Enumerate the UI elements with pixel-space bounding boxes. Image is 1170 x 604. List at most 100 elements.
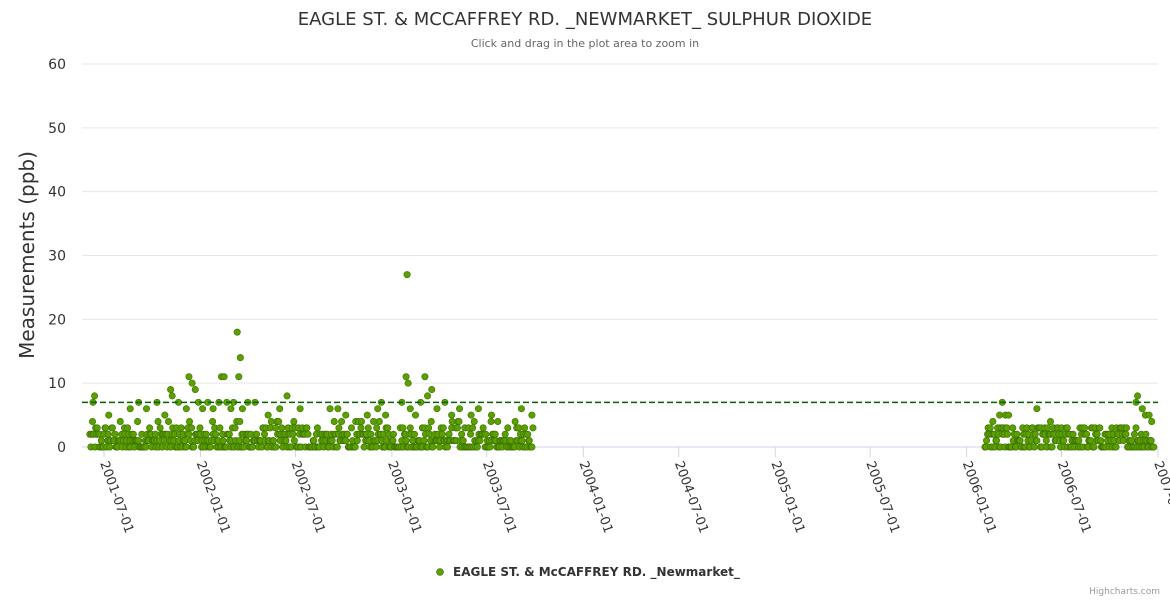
data-point[interactable] <box>421 373 429 381</box>
data-point[interactable] <box>196 424 204 432</box>
data-point[interactable] <box>494 417 502 425</box>
data-point[interactable] <box>185 373 193 381</box>
data-point[interactable] <box>438 430 446 438</box>
data-point[interactable] <box>1097 437 1105 445</box>
data-point[interactable] <box>243 437 251 445</box>
data-point[interactable] <box>135 437 143 445</box>
data-point[interactable] <box>236 354 244 362</box>
data-point[interactable] <box>1005 411 1013 419</box>
data-point[interactable] <box>372 443 380 451</box>
data-point[interactable] <box>168 392 176 400</box>
data-point[interactable] <box>126 405 134 413</box>
data-point[interactable] <box>1063 424 1071 432</box>
data-point[interactable] <box>185 430 193 438</box>
legend[interactable]: EAGLE ST. & McCAFFREY RD. _Newmarket_ <box>436 565 740 580</box>
data-point[interactable] <box>992 437 1000 445</box>
data-point[interactable] <box>156 424 164 432</box>
data-point[interactable] <box>1148 417 1156 425</box>
data-point[interactable] <box>191 386 199 394</box>
data-point[interactable] <box>1081 424 1089 432</box>
data-point[interactable] <box>333 443 341 451</box>
data-point[interactable] <box>1134 392 1142 400</box>
data-point[interactable] <box>428 386 436 394</box>
data-point[interactable] <box>1122 430 1130 438</box>
data-point[interactable] <box>271 424 279 432</box>
data-point[interactable] <box>328 437 336 445</box>
data-point[interactable] <box>367 430 375 438</box>
data-point[interactable] <box>411 411 419 419</box>
data-point[interactable] <box>474 405 482 413</box>
data-point[interactable] <box>296 405 304 413</box>
data-point[interactable] <box>219 437 227 445</box>
data-point[interactable] <box>989 417 997 425</box>
data-point[interactable] <box>238 405 246 413</box>
data-point[interactable] <box>353 437 361 445</box>
data-point[interactable] <box>373 424 381 432</box>
data-point[interactable] <box>402 373 410 381</box>
data-point[interactable] <box>427 417 435 425</box>
data-point[interactable] <box>467 411 475 419</box>
data-point[interactable] <box>511 417 519 425</box>
data-point[interactable] <box>202 430 210 438</box>
data-point[interactable] <box>360 443 368 451</box>
data-point[interactable] <box>1013 430 1021 438</box>
data-point[interactable] <box>304 430 312 438</box>
data-point[interactable] <box>1069 430 1077 438</box>
data-point[interactable] <box>420 437 428 445</box>
data-point[interactable] <box>88 417 96 425</box>
data-point[interactable] <box>116 417 124 425</box>
data-point[interactable] <box>375 417 383 425</box>
data-point[interactable] <box>443 443 451 451</box>
data-point[interactable] <box>338 417 346 425</box>
data-point[interactable] <box>278 424 286 432</box>
data-point[interactable] <box>1119 437 1127 445</box>
data-point[interactable] <box>330 417 338 425</box>
data-point[interactable] <box>275 417 283 425</box>
data-point[interactable] <box>283 392 291 400</box>
data-point[interactable] <box>357 417 365 425</box>
data-point[interactable] <box>1042 437 1050 445</box>
data-point[interactable] <box>1003 424 1011 432</box>
data-point[interactable] <box>1033 437 1041 445</box>
data-point[interactable] <box>108 424 116 432</box>
data-point[interactable] <box>1044 424 1052 432</box>
data-point[interactable] <box>342 437 350 445</box>
data-point[interactable] <box>983 437 991 445</box>
data-point[interactable] <box>473 443 481 451</box>
data-point[interactable] <box>264 411 272 419</box>
data-point[interactable] <box>269 437 277 445</box>
data-point[interactable] <box>334 405 342 413</box>
data-point[interactable] <box>151 430 159 438</box>
data-point[interactable] <box>467 430 475 438</box>
data-point[interactable] <box>91 392 99 400</box>
data-point[interactable] <box>357 424 365 432</box>
data-point[interactable] <box>342 411 350 419</box>
data-point[interactable] <box>528 411 536 419</box>
data-point[interactable] <box>1096 424 1104 432</box>
data-point[interactable] <box>227 405 235 413</box>
data-point[interactable] <box>1047 417 1055 425</box>
data-point[interactable] <box>479 424 487 432</box>
data-point[interactable] <box>206 443 214 451</box>
data-point[interactable] <box>1112 443 1120 451</box>
data-point[interactable] <box>181 437 189 445</box>
data-point[interactable] <box>1090 443 1098 451</box>
data-point[interactable] <box>1016 437 1024 445</box>
data-point[interactable] <box>182 443 190 451</box>
data-point[interactable] <box>1128 437 1136 445</box>
data-point[interactable] <box>469 424 477 432</box>
data-point[interactable] <box>406 405 414 413</box>
data-point[interactable] <box>491 430 499 438</box>
data-point[interactable] <box>456 405 464 413</box>
data-point[interactable] <box>436 443 444 451</box>
data-point[interactable] <box>384 424 392 432</box>
data-point[interactable] <box>351 443 359 451</box>
data-point[interactable] <box>231 424 239 432</box>
data-point[interactable] <box>1132 424 1140 432</box>
data-point[interactable] <box>105 411 113 419</box>
data-point[interactable] <box>1004 430 1012 438</box>
data-point[interactable] <box>235 373 243 381</box>
data-point[interactable] <box>177 424 185 432</box>
data-point[interactable] <box>528 443 536 451</box>
data-point[interactable] <box>343 430 351 438</box>
